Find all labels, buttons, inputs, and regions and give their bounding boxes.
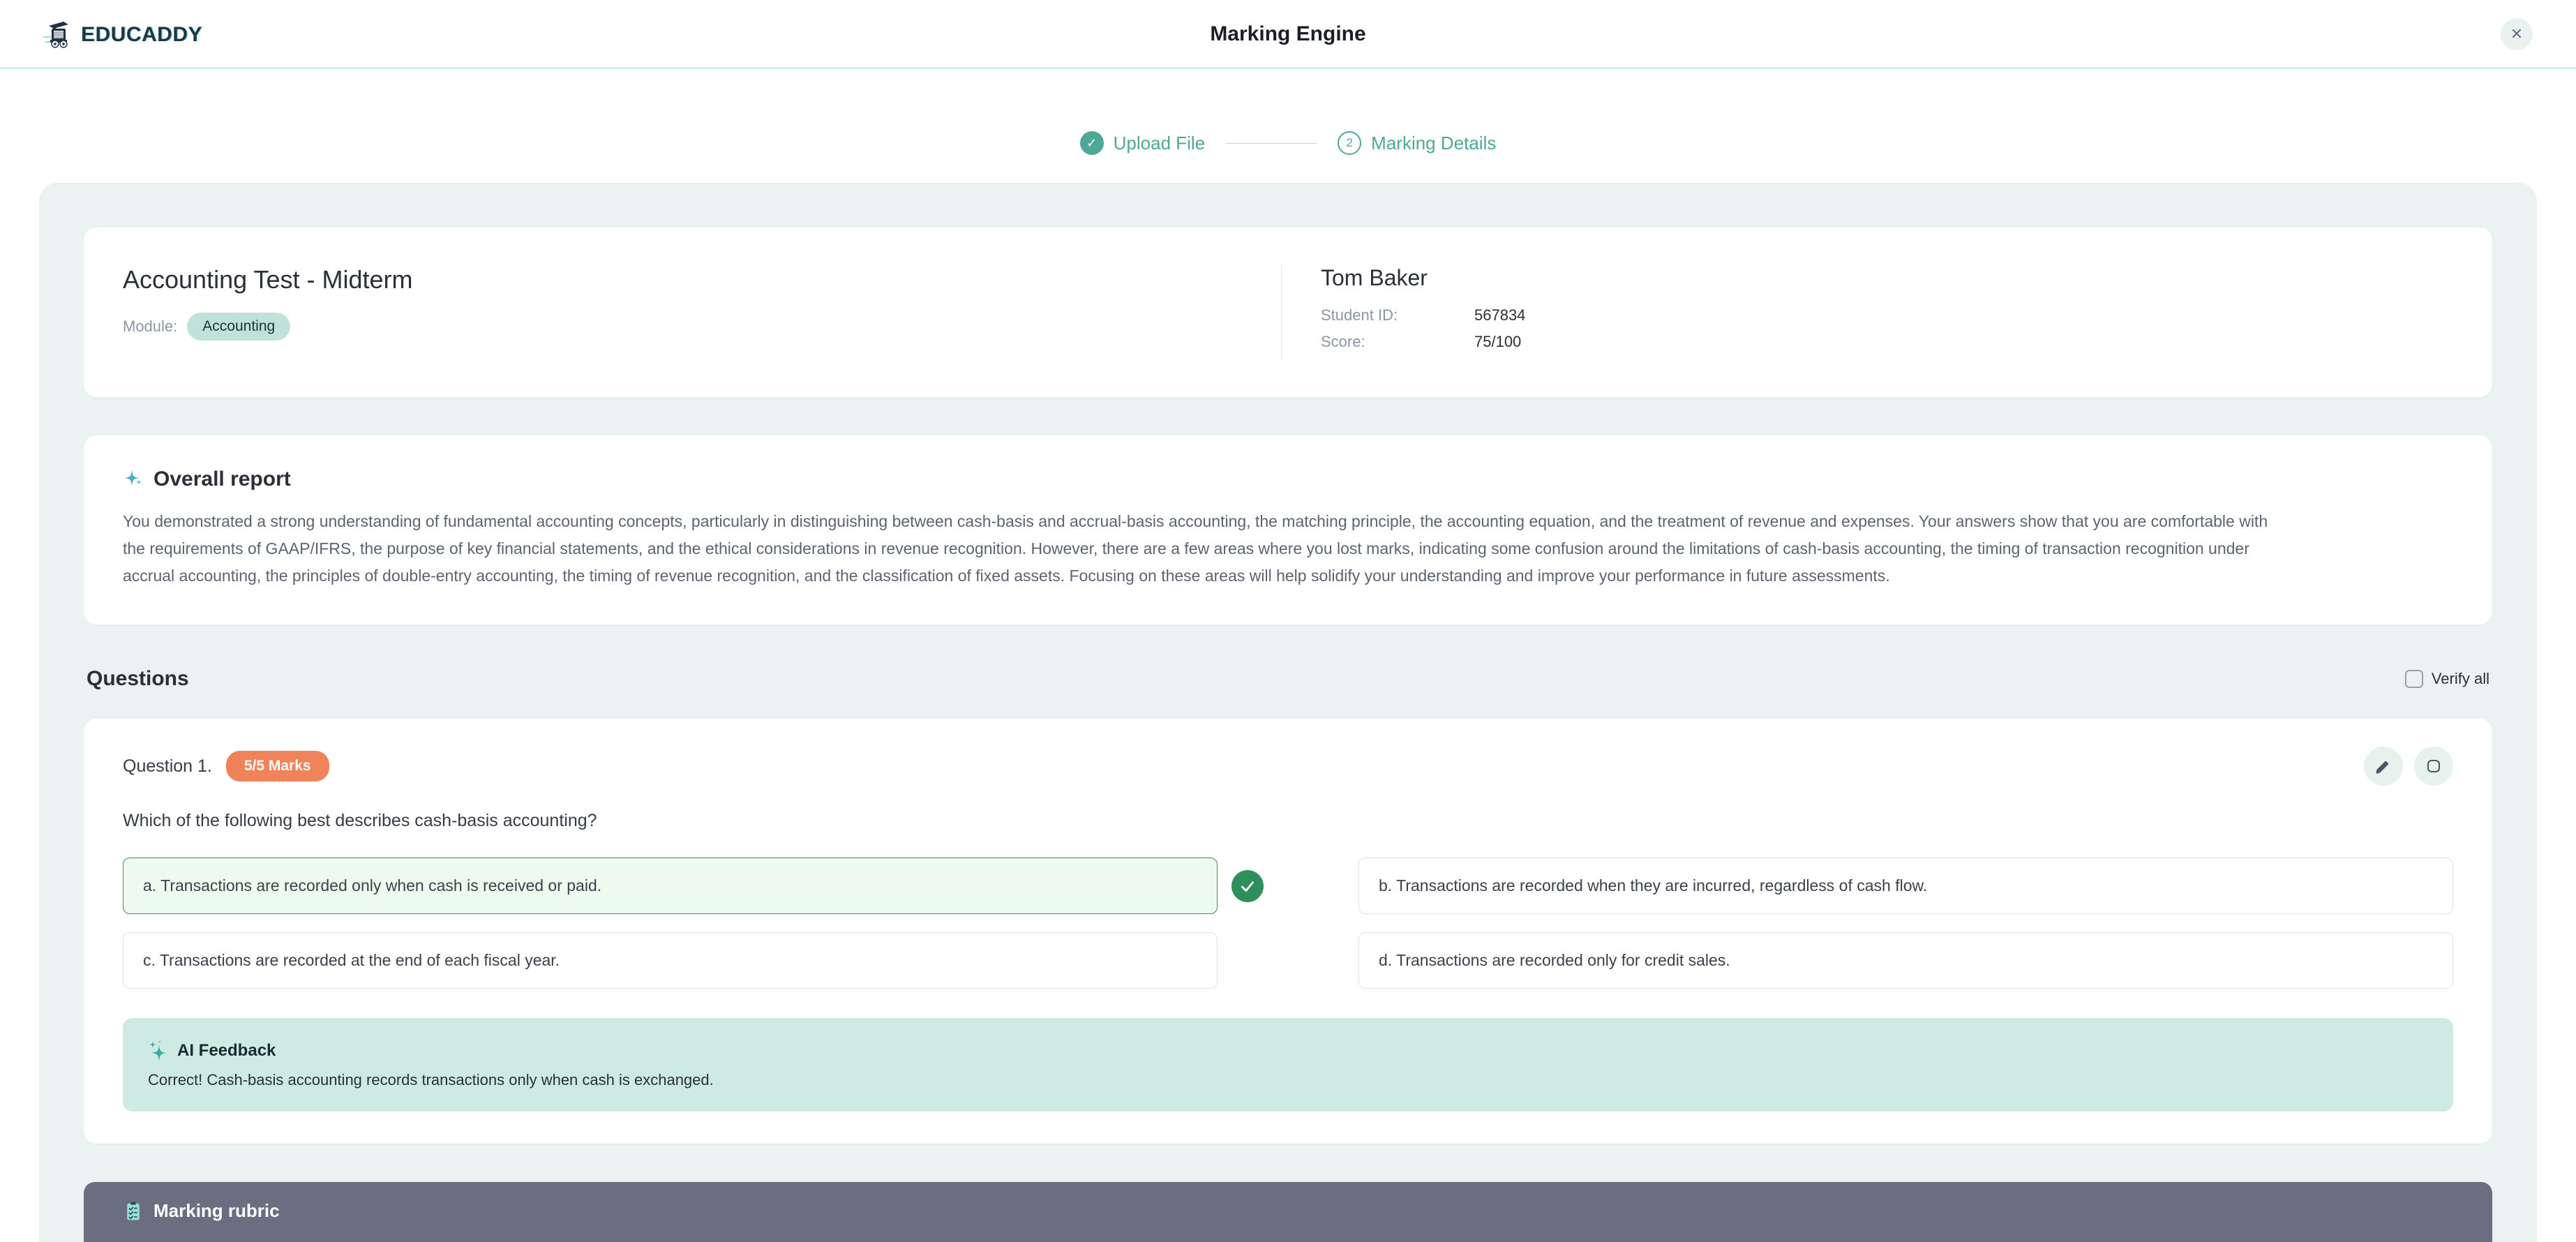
svg-text:EDUCADDY: EDUCADDY: [81, 23, 202, 46]
